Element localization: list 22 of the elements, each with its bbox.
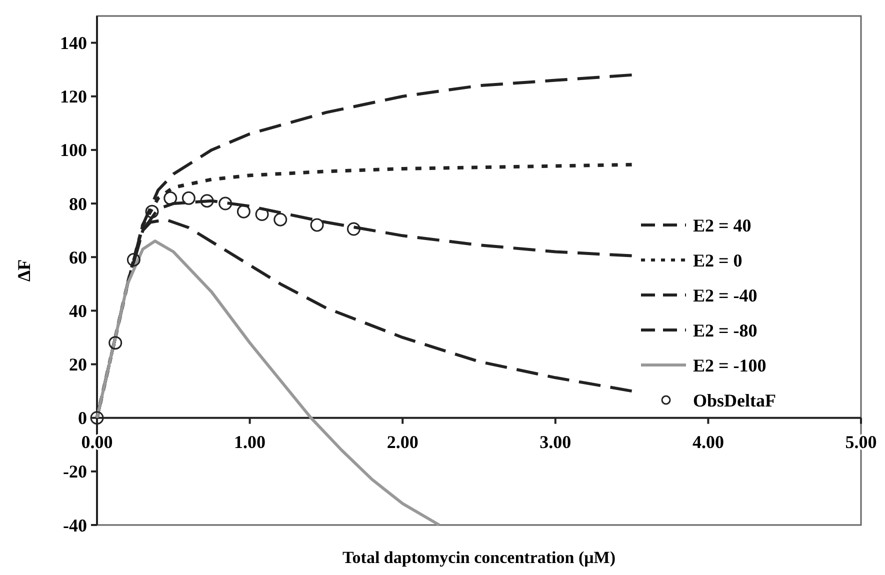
y-tick-label: 60 bbox=[69, 247, 87, 268]
legend-label: ObsDeltaF bbox=[693, 390, 776, 410]
y-tick-label: 120 bbox=[60, 86, 87, 107]
legend-label: E2 = -40 bbox=[693, 285, 758, 306]
y-tick-label: 0 bbox=[78, 408, 87, 428]
y-tick-label: -20 bbox=[63, 462, 87, 482]
x-axis-title: Total daptomycin concentration (μM) bbox=[342, 548, 616, 567]
x-tick-label: 2.00 bbox=[386, 432, 418, 452]
y-tick-label: 20 bbox=[69, 354, 87, 375]
legend-label: E2 = 0 bbox=[693, 250, 742, 270]
x-tick-label: 3.00 bbox=[540, 432, 572, 452]
legend-label: E2 = -100 bbox=[693, 355, 766, 376]
y-tick-label: 40 bbox=[69, 300, 87, 321]
y-tick-label: 80 bbox=[69, 194, 87, 214]
y-tick-label: 140 bbox=[60, 33, 87, 54]
y-tick-label: -40 bbox=[63, 515, 87, 536]
x-tick-label: 4.00 bbox=[692, 432, 724, 452]
legend-label: E2 = -80 bbox=[693, 320, 758, 340]
x-tick-label: 1.00 bbox=[234, 432, 266, 452]
y-tick-label: 100 bbox=[60, 140, 87, 160]
y-axis-title: ΔF bbox=[14, 259, 34, 282]
legend-label: E2 = 40 bbox=[693, 215, 752, 236]
